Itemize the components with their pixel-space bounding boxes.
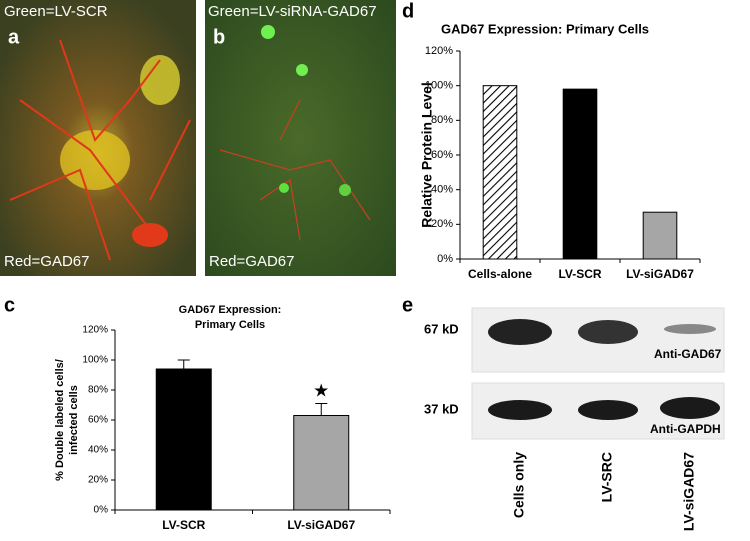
x-tick-label: Cells-alone: [468, 267, 532, 281]
bar: [642, 211, 678, 260]
y-tick-label: 80%: [88, 385, 108, 396]
panel-letter: b: [213, 26, 225, 48]
antibody-label: Anti-GAD67: [654, 347, 722, 361]
x-tick-label: LV-siGAD67: [626, 267, 694, 281]
bar: [293, 415, 350, 511]
image-label: Green=LV-SCR: [4, 3, 108, 20]
x-tick-label: LV-siGAD67: [287, 518, 355, 532]
image-label: Green=LV-siRNA-GAD67: [208, 3, 377, 20]
y-axis-label: infected cells: [68, 385, 80, 455]
y-tick-label: 80%: [431, 114, 453, 126]
micrograph-a: a Green=LV-SCR Red=GAD67: [0, 0, 196, 276]
bar: [155, 368, 212, 511]
y-tick-label: 0%: [94, 505, 109, 516]
error-bar: [177, 359, 190, 369]
band-size: 37 kD: [424, 401, 459, 416]
antibody-label: Anti-GAPDH: [650, 422, 721, 436]
image-label: Red=GAD67: [4, 253, 89, 270]
chart-title: GAD67 Expression:: [179, 304, 282, 316]
significance-marker: ★: [313, 380, 329, 400]
lane-label: Cells only: [511, 452, 527, 518]
chart-title: GAD67 Expression: Primary Cells: [441, 21, 649, 36]
y-tick-label: 20%: [88, 475, 108, 486]
y-tick-label: 60%: [88, 415, 108, 426]
x-tick-label: LV-SCR: [162, 518, 205, 532]
chart-title: Primary Cells: [195, 319, 265, 331]
x-tick-label: LV-SCR: [558, 267, 601, 281]
y-tick-label: 100%: [425, 80, 453, 92]
lane-label: LV-siGAD67: [681, 452, 697, 531]
bar: [562, 88, 598, 260]
panel-letter: d: [402, 0, 414, 22]
panel-letter: a: [8, 26, 20, 48]
y-tick-label: 100%: [82, 355, 108, 366]
y-tick-label: 20%: [431, 218, 453, 230]
image-label: Red=GAD67: [209, 253, 294, 270]
micrograph-b: b Green=LV-siRNA-GAD67 Red=GAD67: [205, 0, 396, 276]
y-tick-label: 60%: [431, 149, 453, 161]
error-bar: [315, 403, 328, 416]
panel-letter: c: [4, 294, 15, 316]
bar: [482, 85, 518, 260]
panel-letter: e: [402, 294, 413, 316]
band-size: 67 kD: [424, 321, 459, 336]
y-axis-label: Relative Protein Level: [419, 82, 435, 228]
western-blot: 67 kD 37 kD Anti-GAD67 Anti-GAPDH Cells …: [424, 307, 725, 531]
lane-label: LV-SRC: [599, 452, 615, 502]
y-tick-label: 40%: [88, 445, 108, 456]
y-tick-label: 40%: [431, 184, 453, 196]
y-tick-label: 120%: [425, 45, 453, 57]
y-axis-label: % Double labeled cells/: [54, 359, 66, 481]
y-tick-label: 0%: [437, 253, 453, 265]
y-tick-label: 120%: [82, 325, 108, 336]
